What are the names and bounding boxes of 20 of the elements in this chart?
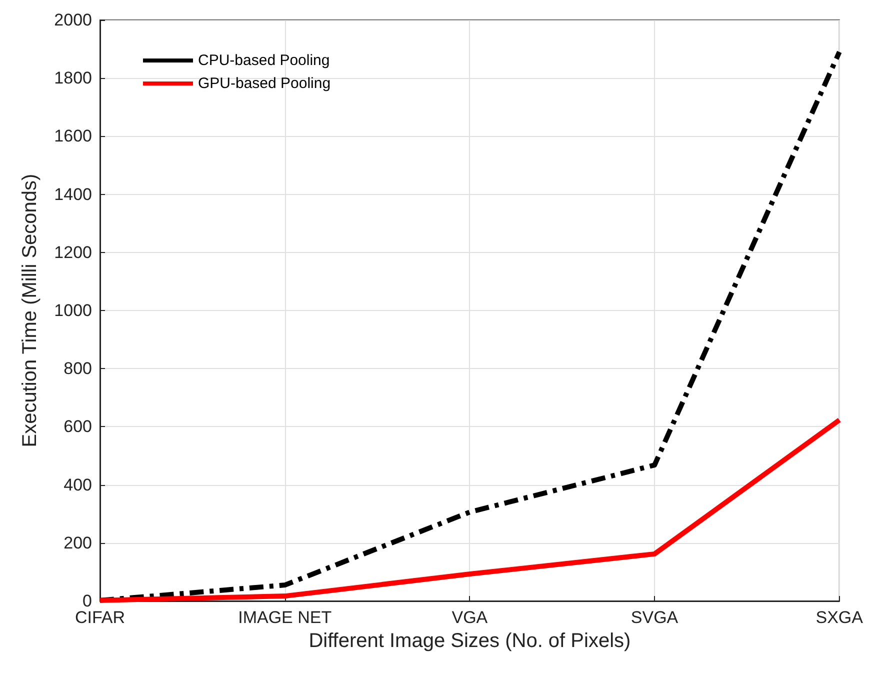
x-tick-label: SVGA [630, 608, 679, 627]
y-tick-label: 400 [64, 475, 92, 494]
legend-label: CPU-based Pooling [198, 52, 330, 69]
x-tick-label: CIFAR [74, 608, 126, 627]
y-tick-label: 2000 [54, 10, 92, 30]
y-tick-label: 1200 [54, 242, 92, 262]
y-tick-label: 1000 [54, 301, 92, 320]
y-tick-label: 200 [64, 533, 92, 552]
y-tick-label: 1400 [54, 184, 92, 204]
y-axis-title: Execution Time (Milli Seconds) [19, 174, 41, 448]
x-tick-label: SXGA [816, 608, 864, 627]
y-tick-label: 1600 [54, 126, 92, 146]
y-tick-label: 600 [64, 417, 92, 436]
y-tick-label: 0 [82, 592, 92, 610]
legend-label: GPU-based Pooling [198, 75, 331, 92]
y-tick-label: 800 [64, 359, 92, 378]
x-tick-label: VGA [452, 608, 488, 627]
y-tick-label: 1800 [54, 68, 92, 88]
x-axis-title: Different Image Sizes (No. of Pixels) [308, 630, 631, 652]
x-tick-label: IMAGE NET [238, 608, 332, 627]
